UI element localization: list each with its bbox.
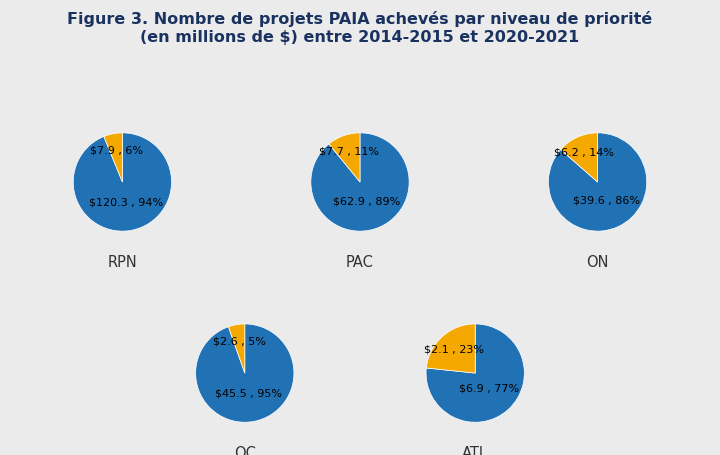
- Text: $2.1 , 23%: $2.1 , 23%: [424, 344, 484, 354]
- Text: QC: QC: [234, 446, 256, 455]
- Wedge shape: [73, 133, 171, 231]
- Wedge shape: [549, 133, 647, 231]
- Text: $7.9 , 6%: $7.9 , 6%: [90, 146, 143, 156]
- Text: $120.3 , 94%: $120.3 , 94%: [89, 197, 163, 207]
- Wedge shape: [196, 324, 294, 422]
- Wedge shape: [311, 133, 409, 231]
- Text: $6.9 , 77%: $6.9 , 77%: [459, 384, 519, 394]
- Wedge shape: [228, 324, 245, 373]
- Text: ON: ON: [586, 255, 609, 270]
- Text: $39.6 , 86%: $39.6 , 86%: [572, 196, 639, 206]
- Wedge shape: [426, 324, 524, 422]
- Text: PAC: PAC: [346, 255, 374, 270]
- Wedge shape: [104, 133, 122, 182]
- Text: $62.9 , 89%: $62.9 , 89%: [333, 197, 400, 207]
- Text: $2.6 , 5%: $2.6 , 5%: [213, 337, 266, 347]
- Text: $7.7 , 11%: $7.7 , 11%: [319, 147, 379, 157]
- Wedge shape: [426, 324, 475, 373]
- Wedge shape: [561, 133, 598, 182]
- Wedge shape: [329, 133, 360, 182]
- Text: ATL: ATL: [462, 446, 488, 455]
- Text: Figure 3. Nombre de projets PAIA achevés par niveau de priorité: Figure 3. Nombre de projets PAIA achevés…: [68, 11, 652, 27]
- Text: RPN: RPN: [107, 255, 138, 270]
- Text: (en millions de $) entre 2014-2015 et 2020-2021: (en millions de $) entre 2014-2015 et 20…: [140, 30, 580, 45]
- Text: $6.2 , 14%: $6.2 , 14%: [554, 148, 614, 158]
- Text: $45.5 , 95%: $45.5 , 95%: [215, 389, 282, 399]
